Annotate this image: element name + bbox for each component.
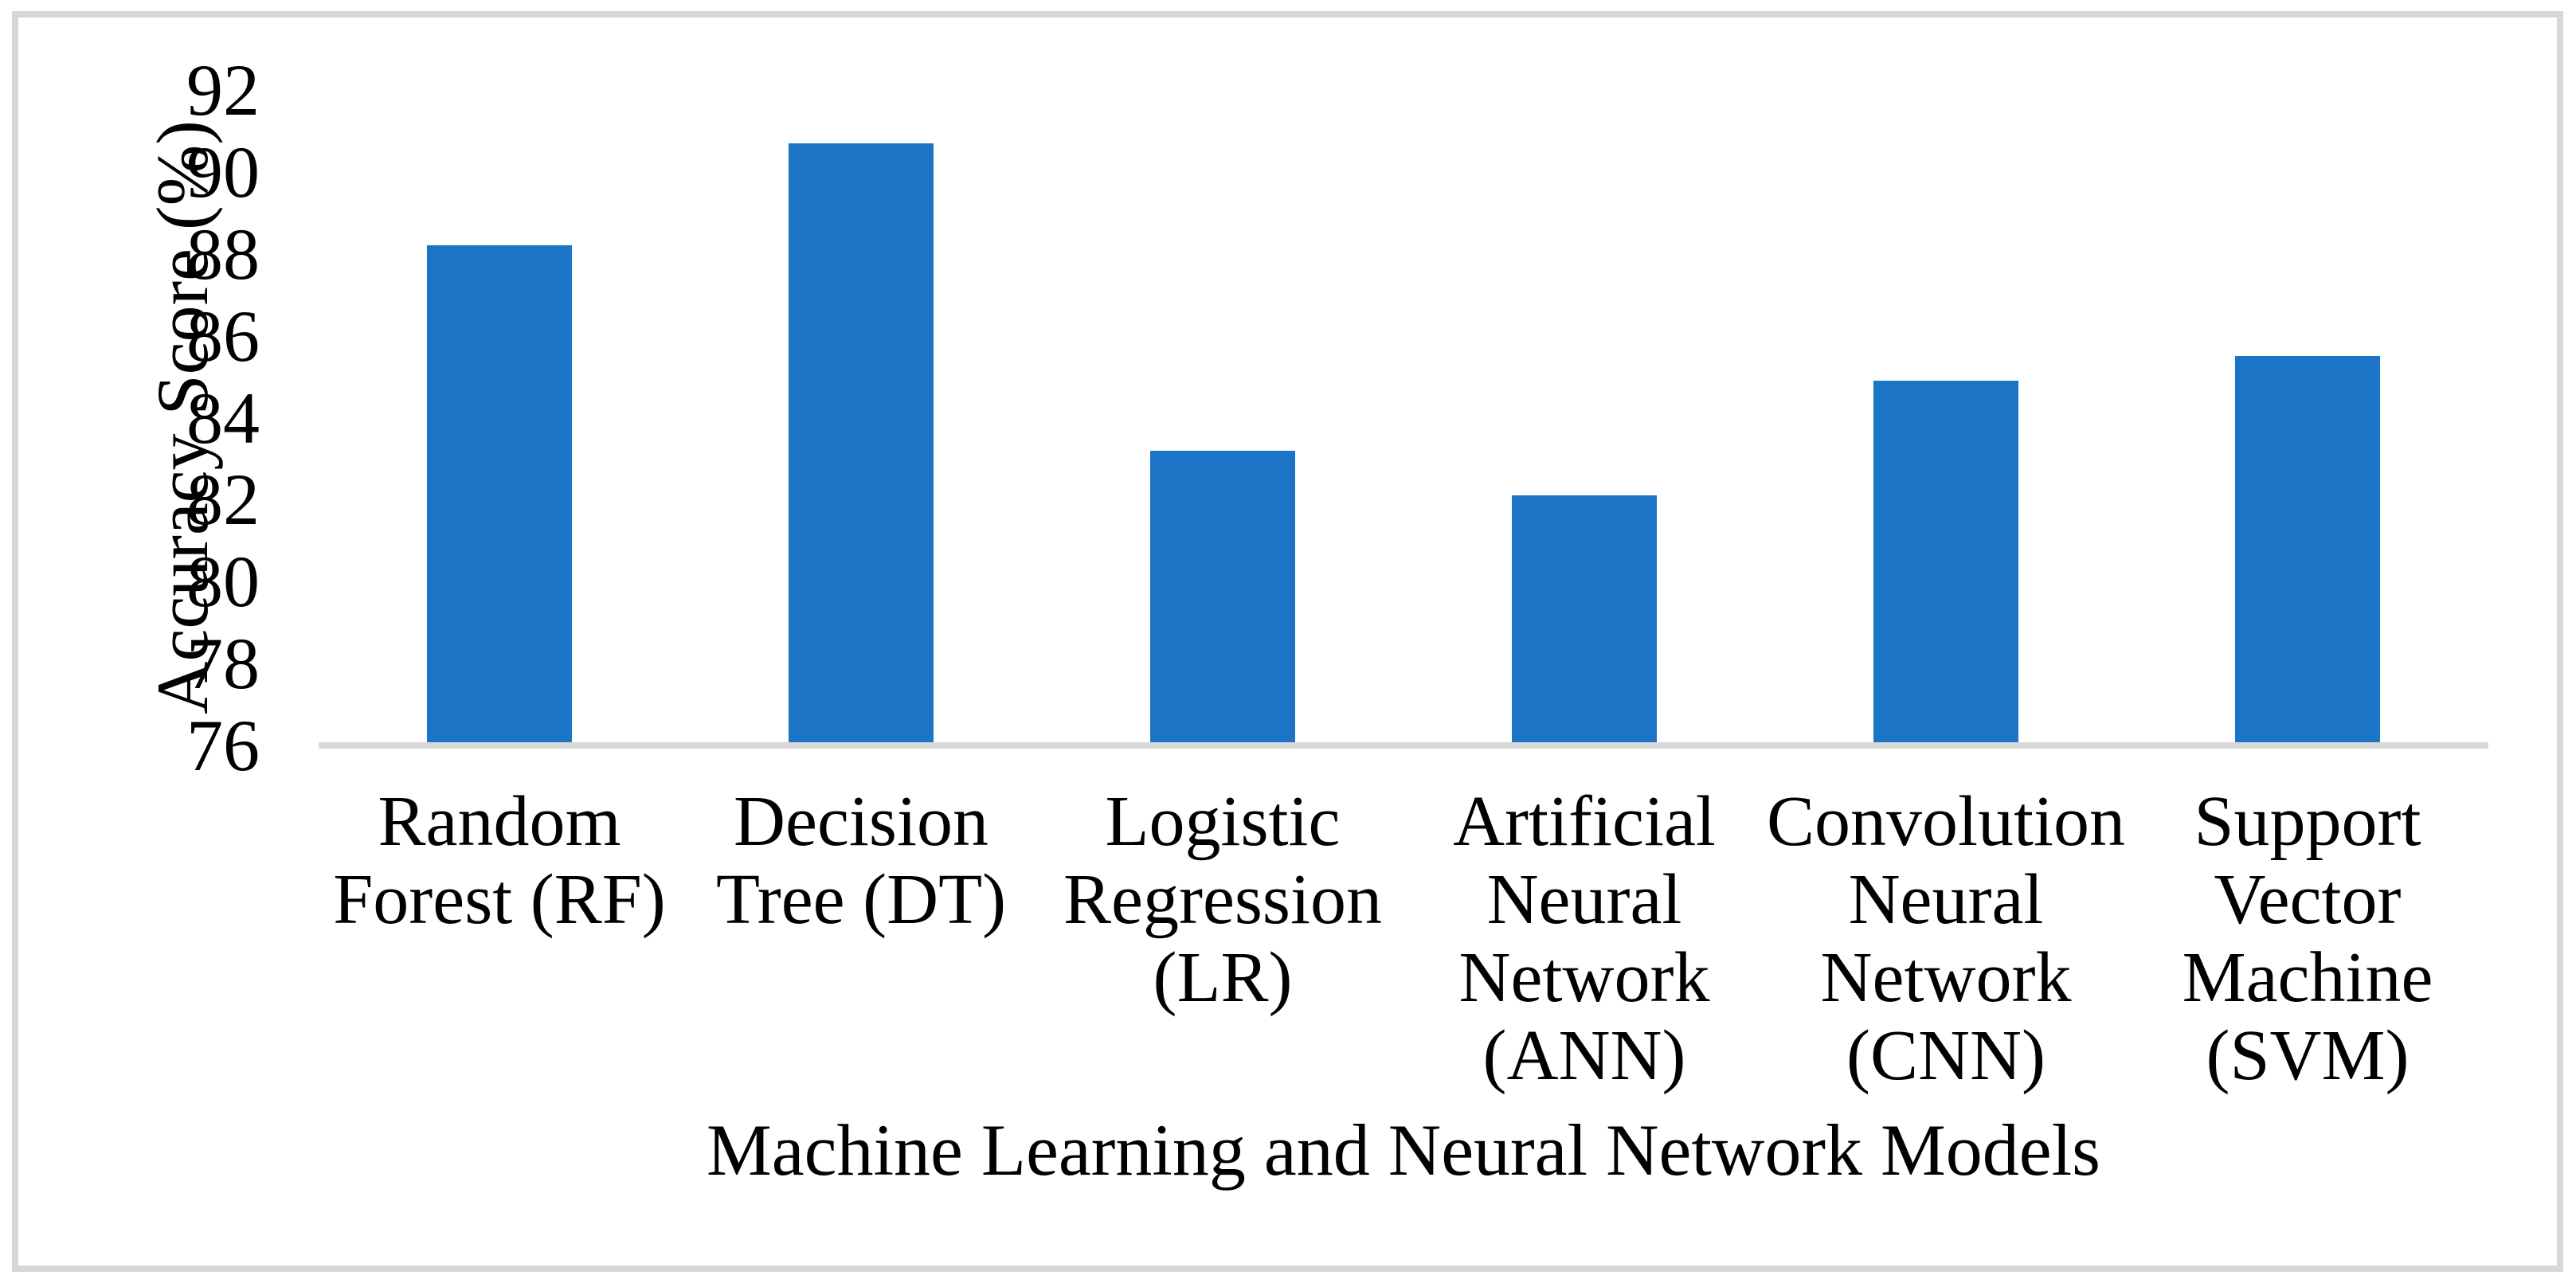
bar-random-forest-rf [427, 245, 572, 745]
x-axis-category-labels: Random Forest (RF) Decision Tree (DT) Logist… [319, 782, 2488, 1096]
bars [319, 90, 2488, 745]
y-axis-tick-label: 88 [186, 213, 260, 295]
category-label-line: (LR) [1153, 938, 1293, 1018]
y-axis-tick-label: 84 [186, 377, 260, 459]
y-axis-tick-label: 78 [186, 623, 260, 705]
x-axis-title: Machine Learning and Neural Network Mode… [707, 1109, 2100, 1191]
category-label: Random Forest (RF) [319, 782, 680, 1095]
category-label-line: Logistic [1105, 782, 1341, 861]
category-label-line: Forest (RF) [333, 860, 666, 940]
bar-slot [319, 90, 680, 745]
y-axis-tick-label: 92 [186, 49, 260, 131]
category-label-line: Network [1458, 938, 1710, 1018]
category-label-line: Decision [734, 782, 989, 861]
bar-slot [1403, 90, 1765, 745]
y-axis-tick-label: 80 [186, 541, 260, 623]
category-label-line: Support [2194, 782, 2421, 861]
y-axis-tick-label: 86 [186, 295, 260, 377]
category-label-line: (CNN) [1846, 1016, 2046, 1096]
bar-artificial-neural-network-ann [1512, 495, 1657, 745]
x-axis-line [319, 742, 2488, 749]
category-label-line: Machine [2182, 938, 2433, 1018]
bar-decision-tree-dt [789, 143, 934, 745]
bar-slot [680, 90, 1042, 745]
bar-slot [1042, 90, 1403, 745]
category-label-line: Convolution [1766, 782, 2126, 861]
y-axis-tick-label: 82 [186, 459, 260, 541]
category-label-line: Neural [1486, 860, 1682, 940]
plot-area: 76 78 80 82 84 86 88 90 92 [186, 53, 2488, 782]
category-label: Convolution Neural Network (CNN) [1765, 782, 2127, 1096]
bar-support-vector-machine-svm [2235, 356, 2380, 745]
category-label-line: Neural [1848, 860, 2044, 940]
chart-frame [12, 11, 2563, 1272]
category-label: Logistic Regression (LR) [1042, 782, 1403, 1095]
category-label: Artificial Neural Network (ANN) [1403, 782, 1765, 1096]
category-label-line: Vector [2214, 860, 2402, 940]
category-label-line: (ANN) [1482, 1016, 1686, 1096]
bar-slot [1765, 90, 2127, 745]
category-label: Decision Tree (DT) [680, 782, 1042, 1095]
y-axis-tick-label: 76 [186, 705, 260, 786]
category-label-line: Random [378, 782, 621, 861]
category-label-line: Network [1820, 938, 2072, 1018]
y-axis-tick-label: 90 [186, 131, 260, 213]
category-label-line: Regression [1063, 860, 1382, 940]
category-label-line: Artificial [1453, 782, 1716, 861]
bar-logistic-regression-lr [1150, 450, 1295, 745]
category-label: Support Vector Machine (SVM) [2127, 782, 2488, 1096]
category-label-line: (SVM) [2206, 1016, 2410, 1096]
bar-convolution-neural-network-cnn [1873, 381, 2018, 745]
y-axis-ticks: 76 78 80 82 84 86 88 90 92 [186, 53, 2488, 782]
category-label-line: Tree (DT) [715, 860, 1007, 940]
bar-slot [2127, 90, 2488, 745]
